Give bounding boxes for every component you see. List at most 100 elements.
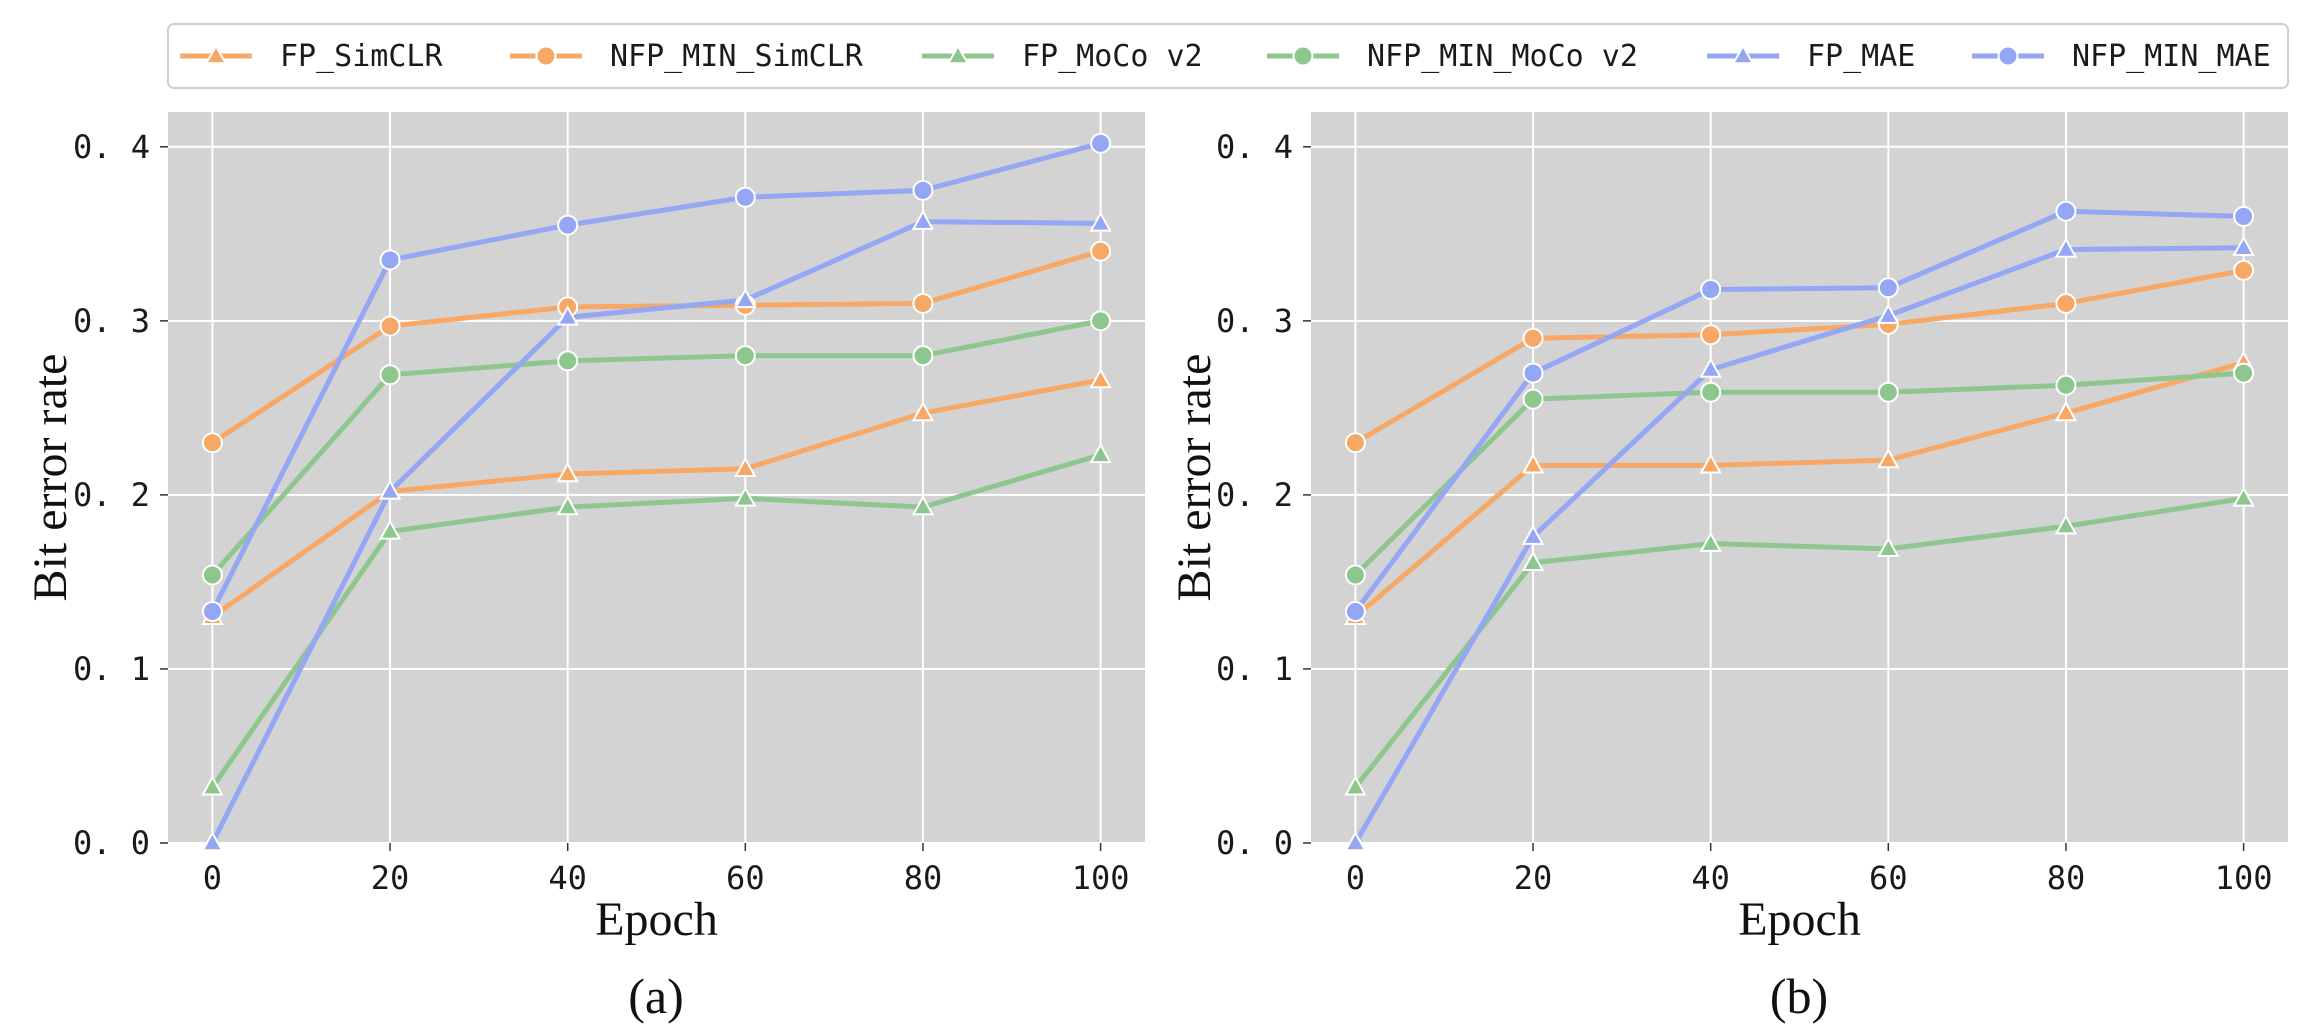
data-point-fp-moco-v2: [1344, 775, 1367, 796]
legend-label: FP_MAE: [1807, 39, 1915, 74]
data-point-nfp-min-simclr: [2055, 292, 2077, 314]
y-tick-label: 0. 1: [1216, 650, 1293, 688]
x-tick-label: 40: [1691, 859, 1730, 897]
x-tick-label: 20: [371, 859, 410, 897]
data-point-fp-mae: [1877, 303, 1900, 324]
series-line-fp-moco-v2: [1352, 495, 2247, 790]
plot-area: [168, 112, 1145, 843]
data-point-nfp-min-mae: [201, 601, 223, 623]
data-point-fp-simclr: [911, 401, 935, 422]
data-point-fp-mae: [2232, 235, 2255, 256]
series-line-nfp-min-moco-v2: [209, 318, 1104, 578]
data-point-fp-mae: [2054, 237, 2078, 258]
legend-marker: [1292, 45, 1314, 67]
data-point-nfp-min-simclr: [1700, 324, 1722, 346]
series-line-fp-simclr: [209, 377, 1104, 620]
x-tick-label: 100: [1072, 859, 1130, 897]
data-point-fp-moco-v2: [556, 495, 579, 516]
legend-marker: [204, 43, 228, 65]
data-point-fp-simclr: [556, 461, 579, 483]
data-point-nfp-min-mae: [1877, 277, 1899, 299]
y-tick-label: 0. 3: [1216, 302, 1293, 340]
data-point-fp-simclr: [1521, 453, 1545, 474]
series-line-fp-simclr: [1352, 360, 2247, 620]
x-tick-label: 80: [904, 859, 943, 897]
series-line-fp-moco-v2: [209, 452, 1104, 790]
legend: FP_SimCLR NFP_MIN_SimCLR FP_MoCo v2 NFP_MIN…: [167, 23, 2289, 89]
data-point-fp-moco-v2: [378, 519, 402, 540]
data-point-nfp-min-simclr: [912, 292, 934, 314]
legend-marker: [535, 45, 557, 67]
data-point-fp-mae: [1344, 830, 1367, 852]
series-line-nfp-min-simclr: [209, 248, 1104, 446]
legend-box: [167, 23, 2289, 89]
data-point-nfp-min-simclr: [1522, 327, 1544, 349]
series-line-nfp-min-mae: [209, 140, 1104, 615]
data-point-fp-mae: [1089, 211, 1112, 232]
data-point-fp-moco-v2: [1089, 442, 1112, 464]
data-point-nfp-min-moco-v2: [734, 345, 756, 367]
data-point-nfp-min-mae: [1090, 132, 1112, 154]
y-tick-label: 0. 0: [73, 824, 150, 862]
series-line-fp-mae: [209, 219, 1104, 846]
y-tick-label: 0. 3: [73, 302, 150, 340]
data-point-nfp-min-mae: [1522, 362, 1544, 384]
data-point-nfp-min-moco-v2: [201, 564, 223, 586]
y-tick-label: 0. 4: [1216, 128, 1293, 166]
panel-label: (b): [1770, 968, 1828, 1024]
legend-marker: [1731, 43, 1755, 65]
data-point-nfp-min-moco-v2: [2233, 362, 2255, 384]
x-tick-label: 0: [1346, 859, 1365, 897]
data-point-nfp-min-moco-v2: [1877, 381, 1899, 403]
legend-item: NFP_MIN_MoCo v2: [1267, 39, 1638, 74]
data-point-nfp-min-simclr: [379, 315, 401, 337]
x-tick-label: 60: [1869, 859, 1908, 897]
data-point-fp-mae: [1699, 357, 1722, 378]
data-point-fp-moco-v2: [734, 486, 757, 507]
data-point-fp-moco-v2: [2054, 514, 2078, 535]
data-point-nfp-min-simclr: [2233, 259, 2255, 281]
y-tick-label: 0. 1: [73, 650, 150, 688]
legend-item: NFP_MIN_MAE: [1972, 39, 2271, 74]
legend-marker: [1997, 45, 2019, 67]
data-point-nfp-min-moco-v2: [379, 364, 401, 386]
data-point-nfp-min-mae: [1700, 279, 1722, 301]
data-point-nfp-min-moco-v2: [1344, 564, 1366, 586]
legend-label: NFP_MIN_SimCLR: [610, 39, 864, 74]
y-axis-title: Bit error rate: [1168, 354, 1221, 602]
data-point-fp-simclr: [1877, 448, 1900, 469]
data-point-nfp-min-simclr: [1090, 240, 1112, 262]
data-point-nfp-min-mae: [1344, 601, 1366, 623]
data-point-nfp-min-moco-v2: [557, 350, 579, 372]
data-point-fp-moco-v2: [201, 775, 224, 796]
data-point-nfp-min-mae: [912, 179, 934, 201]
data-point-fp-mae: [201, 830, 224, 852]
legend-label: FP_SimCLR: [280, 39, 443, 74]
data-point-nfp-min-mae: [557, 214, 579, 236]
x-tick-label: 0: [203, 859, 222, 897]
data-point-fp-moco-v2: [2232, 486, 2255, 507]
data-point-fp-mae: [378, 479, 402, 500]
plot-area: [1311, 112, 2288, 843]
data-point-fp-mae: [911, 209, 935, 230]
data-point-nfp-min-moco-v2: [1090, 310, 1112, 332]
series-line-nfp-min-moco-v2: [1352, 370, 2247, 578]
legend-item: FP_MoCo v2: [922, 39, 1203, 74]
data-point-nfp-min-mae: [379, 249, 401, 271]
data-point-nfp-min-moco-v2: [2055, 374, 2077, 396]
y-tick-label: 0. 0: [1216, 824, 1293, 862]
x-tick-label: 40: [548, 859, 587, 897]
data-point-nfp-min-simclr: [1344, 432, 1366, 454]
y-tick-label: 0. 2: [1216, 476, 1293, 514]
y-axis-title: Bit error rate: [24, 354, 77, 602]
x-tick-label: 100: [2215, 859, 2273, 897]
x-axis-title: Epoch: [1738, 893, 1861, 946]
legend-item: FP_SimCLR: [180, 39, 443, 74]
x-axis-title: Epoch: [595, 893, 718, 946]
data-point-fp-simclr: [1089, 367, 1112, 389]
data-point-nfp-min-mae: [2233, 205, 2255, 227]
x-tick-label: 20: [1514, 859, 1553, 897]
data-point-fp-mae: [556, 305, 579, 326]
data-point-nfp-min-mae: [2055, 200, 2077, 222]
